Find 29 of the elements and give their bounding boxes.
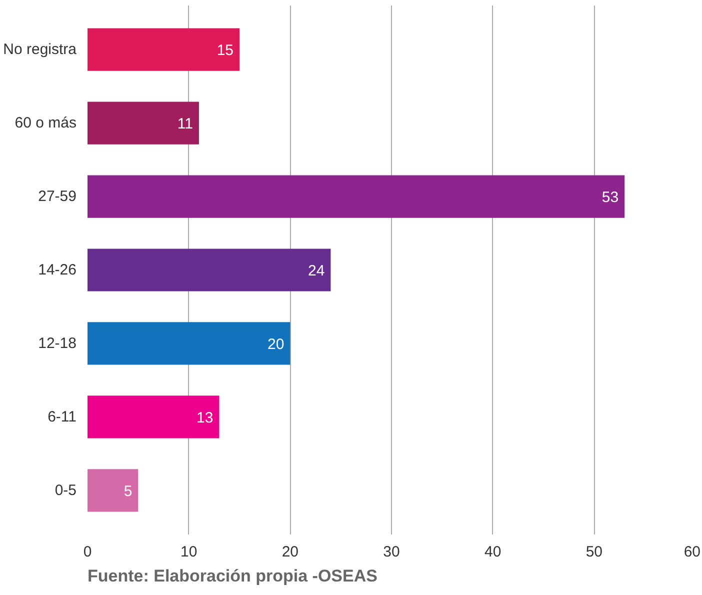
y-tick-label: 6-11 <box>48 408 77 426</box>
x-tick-label: 10 <box>180 544 198 560</box>
bar <box>88 248 331 292</box>
y-tick-label: 12-18 <box>38 334 77 352</box>
x-tick-label: 40 <box>484 544 502 560</box>
x-tick-label: 50 <box>586 544 603 560</box>
data-label: 5 <box>124 482 132 500</box>
data-label: 13 <box>196 409 214 426</box>
y-tick-label: 60 o más <box>14 114 77 132</box>
y-tick-label: 27-59 <box>38 188 77 206</box>
y-tick-label: 0-5 <box>54 482 77 499</box>
data-label: 20 <box>267 336 284 353</box>
x-tick-label: 60 <box>684 544 701 560</box>
data-label: 24 <box>308 262 325 280</box>
bar <box>88 322 290 365</box>
bar <box>88 102 199 144</box>
x-tick-label: 0 <box>83 544 92 560</box>
bar <box>88 175 625 218</box>
y-tick-label: No registra <box>3 41 78 58</box>
data-label: 11 <box>177 116 193 133</box>
x-tick-label: 20 <box>282 544 299 560</box>
x-tick-label: 30 <box>383 544 400 560</box>
bar <box>88 396 220 438</box>
data-label: 53 <box>602 189 619 206</box>
y-tick-label: 14-26 <box>38 262 77 278</box>
data-label: 15 <box>216 42 234 60</box>
bar <box>88 469 138 512</box>
source-note: Fuente: Elaboración propia -OSEAS <box>88 566 378 586</box>
bar <box>88 28 240 71</box>
